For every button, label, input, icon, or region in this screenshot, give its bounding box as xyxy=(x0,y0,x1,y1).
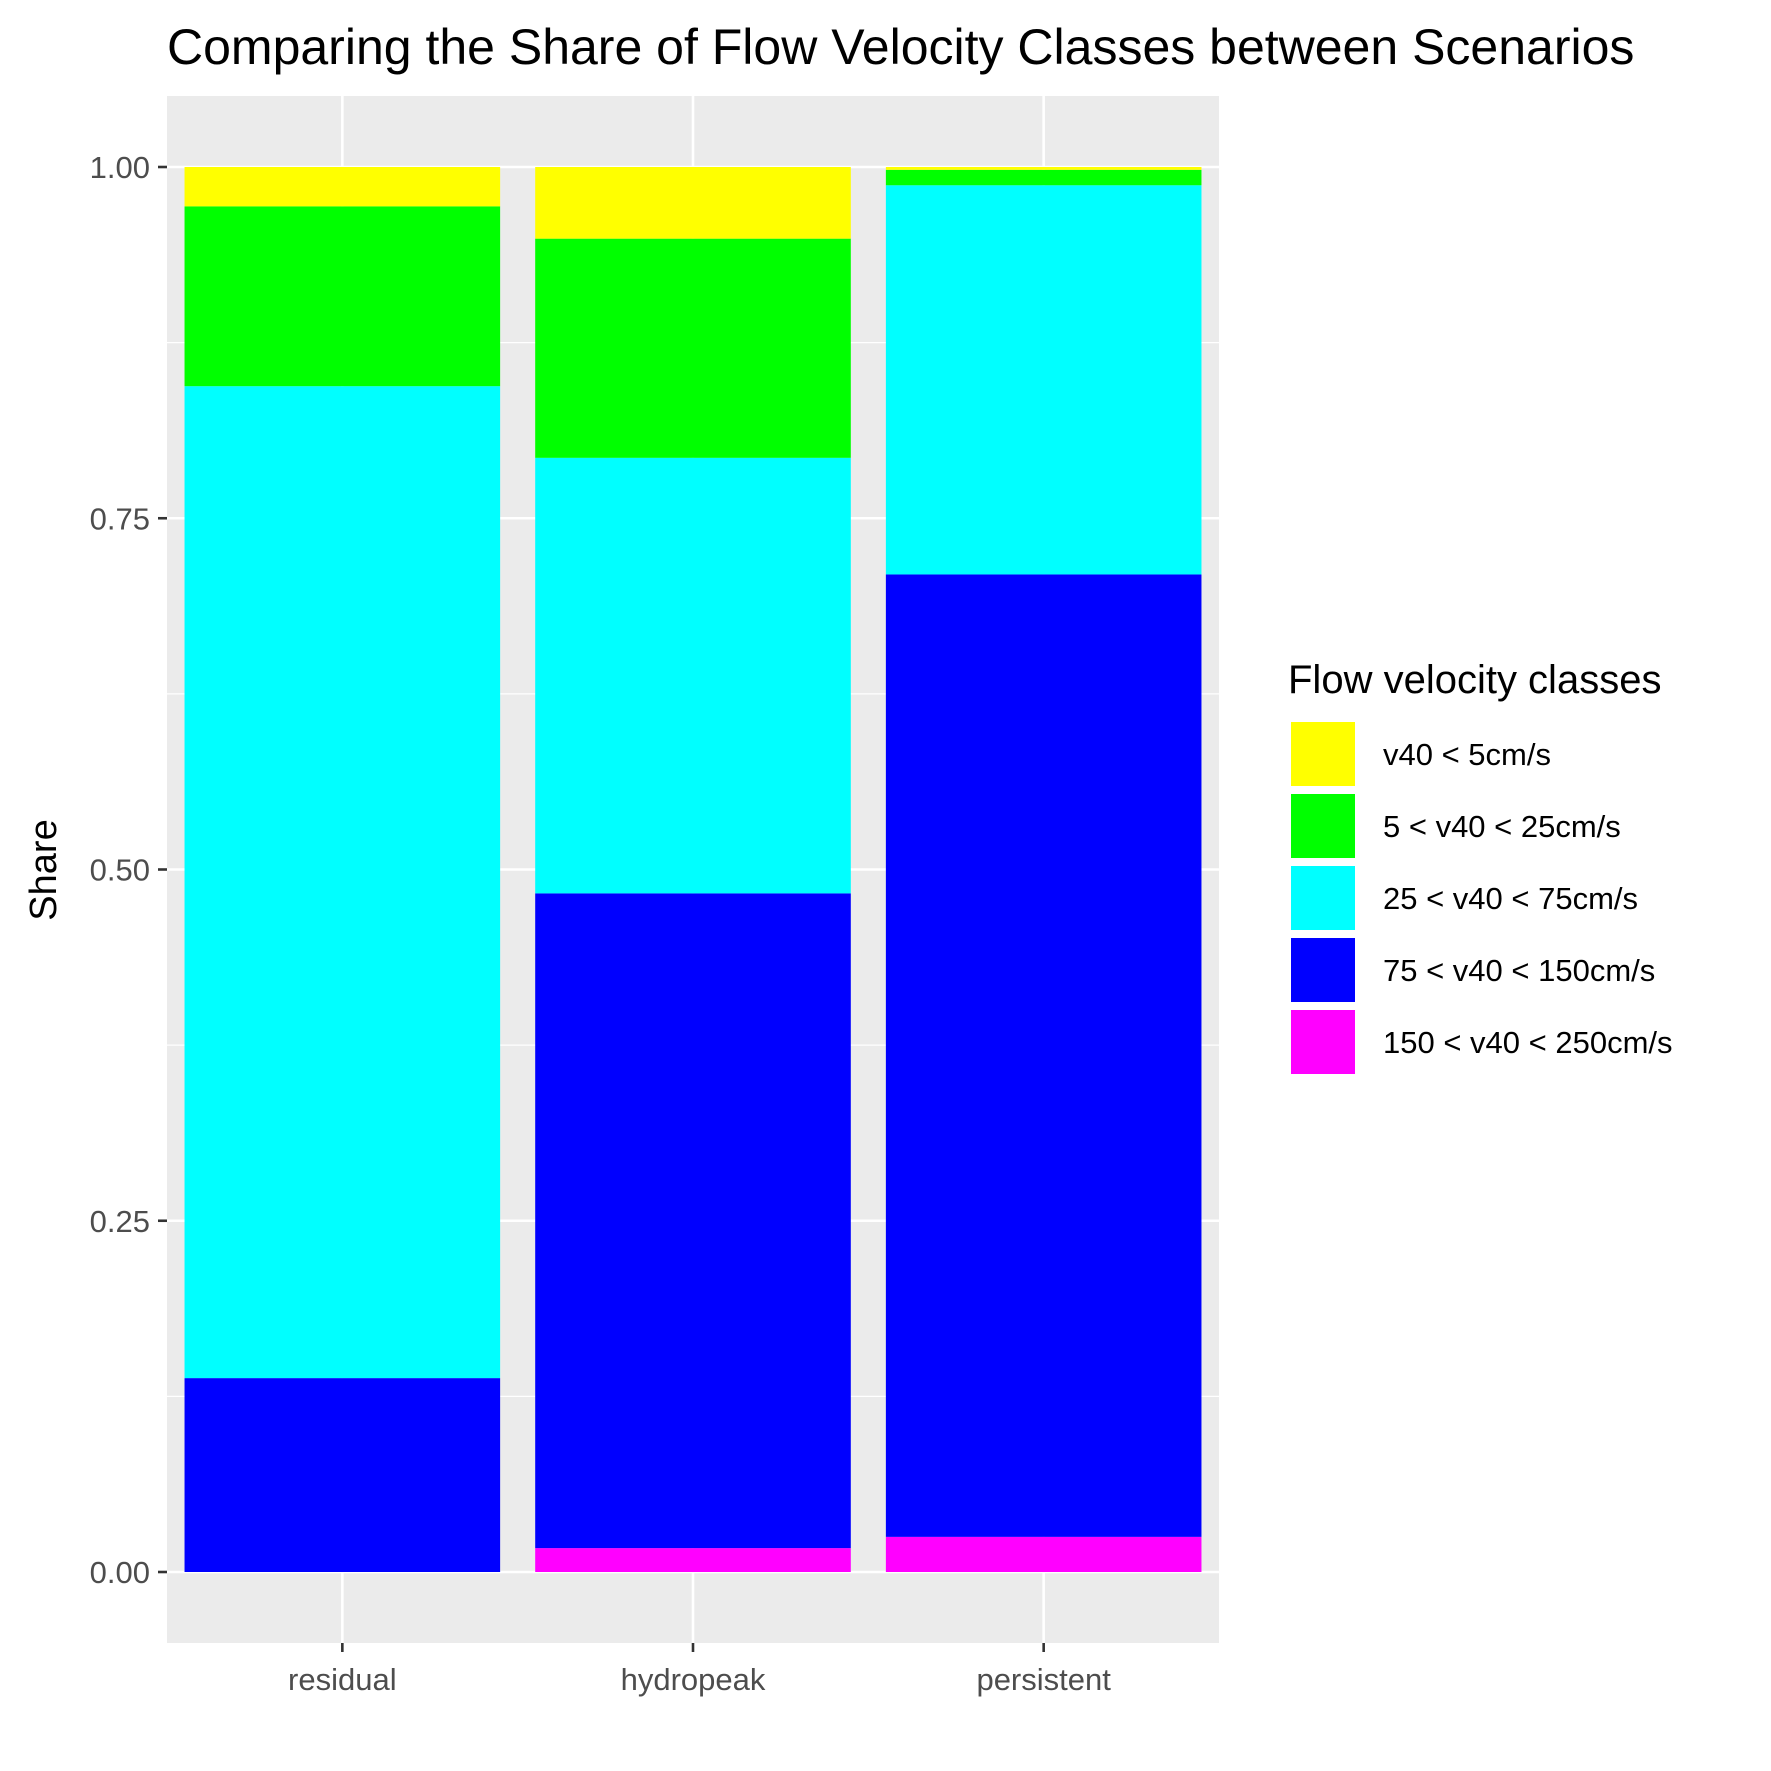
x-tick-label: hydropeak xyxy=(621,1662,766,1697)
bar-segment xyxy=(885,167,1202,170)
bar-segment xyxy=(535,893,851,1549)
legend-swatch xyxy=(1289,1008,1357,1076)
bar-segment xyxy=(535,167,851,239)
legend: Flow velocity classes v40 < 5cm/s 5 < v40… xyxy=(1288,658,1673,1076)
legend-label: 75 < v40 < 150cm/s xyxy=(1383,953,1655,988)
y-tick-label: 1.00 xyxy=(90,150,150,185)
y-axis-title: Share xyxy=(23,819,65,920)
legend-item: 75 < v40 < 150cm/s xyxy=(1289,936,1655,1004)
x-tick-label: persistent xyxy=(976,1662,1111,1697)
x-axis: residual hydropeak persistent xyxy=(288,1643,1111,1697)
bar-stacks xyxy=(184,167,1202,1572)
legend-item: 5 < v40 < 25cm/s xyxy=(1289,792,1621,860)
legend-label: 25 < v40 < 75cm/s xyxy=(1383,881,1638,916)
chart-title: Comparing the Share of Flow Velocity Cla… xyxy=(167,19,1634,75)
legend-items: v40 < 5cm/s 5 < v40 < 25cm/s 25 < v40 < 75… xyxy=(1289,720,1673,1076)
legend-swatch xyxy=(1289,720,1357,788)
y-tick-label: 0.00 xyxy=(90,1555,150,1590)
bar-segment xyxy=(885,1536,1202,1572)
bar-stack-persistent xyxy=(885,167,1202,1572)
bar-segment xyxy=(535,238,851,458)
legend-title: Flow velocity classes xyxy=(1288,658,1661,702)
bar-segment xyxy=(184,167,501,207)
bar-segment xyxy=(184,206,501,387)
bar-segment xyxy=(885,574,1202,1537)
bar-segment xyxy=(885,169,1202,186)
legend-item: 150 < v40 < 250cm/s xyxy=(1289,1008,1673,1076)
y-axis: 0.00 0.25 0.50 0.75 1.00 xyxy=(90,150,167,1590)
legend-swatch xyxy=(1289,864,1357,932)
legend-label: 150 < v40 < 250cm/s xyxy=(1383,1025,1673,1060)
legend-swatch xyxy=(1289,792,1357,860)
bar-segment xyxy=(184,386,501,1379)
bar-segment xyxy=(184,1378,501,1572)
bar-segment xyxy=(535,1548,851,1572)
bar-stack-residual xyxy=(184,167,501,1572)
bar-stack-hydropeak xyxy=(535,167,851,1572)
y-tick-label: 0.50 xyxy=(90,853,150,888)
legend-item: 25 < v40 < 75cm/s xyxy=(1289,864,1638,932)
y-tick-label: 0.25 xyxy=(90,1204,150,1239)
x-tick-label: residual xyxy=(288,1662,397,1697)
legend-label: 5 < v40 < 25cm/s xyxy=(1383,809,1621,844)
legend-swatch xyxy=(1289,936,1357,1004)
legend-label: v40 < 5cm/s xyxy=(1383,737,1551,772)
y-tick-label: 0.75 xyxy=(90,501,150,536)
bar-segment xyxy=(885,185,1202,575)
legend-item: v40 < 5cm/s xyxy=(1289,720,1551,788)
bar-segment xyxy=(535,457,851,894)
